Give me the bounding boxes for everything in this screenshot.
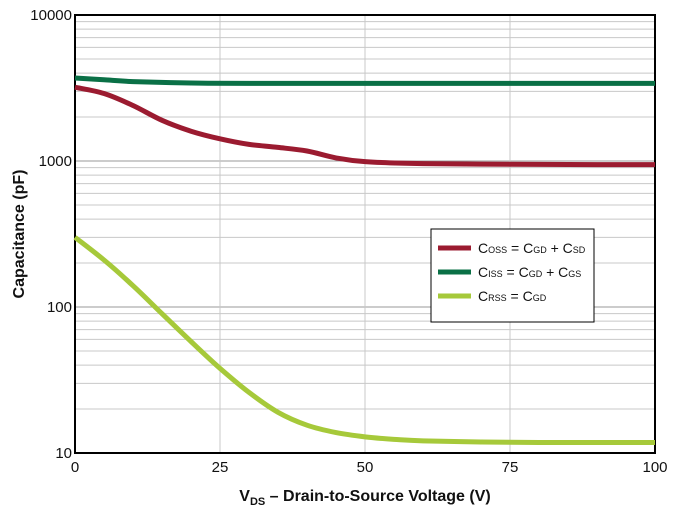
x-tick-label: 25: [212, 459, 229, 476]
x-axis-title-sub: DS: [250, 496, 265, 508]
series-line-ciss: [74, 75, 655, 86]
y-tick-label: 100: [47, 299, 72, 316]
series-lines: [73, 75, 655, 446]
x-tick-label: 100: [642, 459, 667, 476]
tick-labels: 0 25 50 75 100 10 100 1000 10000: [30, 7, 667, 476]
legend-label-coss: COSS = CGD + CSD: [478, 240, 586, 256]
y-tick-label: 10: [55, 445, 72, 462]
legend-box: [430, 228, 595, 323]
x-tick-label: 50: [357, 459, 374, 476]
x-tick-label: 0: [71, 459, 79, 476]
x-axis-title: VDS – Drain-to-Source Voltage (V): [239, 488, 490, 508]
x-tick-label: 75: [502, 459, 519, 476]
x-axis-title-main: V: [239, 488, 250, 505]
series-line-coss: [74, 84, 655, 168]
y-axis-title: Capacitance (pF): [11, 170, 28, 299]
plot-frame: [74, 14, 656, 454]
x-axis-title-rest: – Drain-to-Source Voltage (V): [265, 488, 491, 505]
y-tick-label: 10000: [30, 7, 72, 24]
legend-label-crss: CRSS = CGD: [478, 288, 547, 304]
legend-label-ciss: CISS = CGD + CGS: [478, 264, 581, 280]
y-tick-label: 1000: [39, 153, 72, 170]
series-line-crss: [73, 235, 655, 446]
legend: COSS = CGD + CSD CISS = CGD + CGS CRSS = C…: [430, 228, 595, 323]
